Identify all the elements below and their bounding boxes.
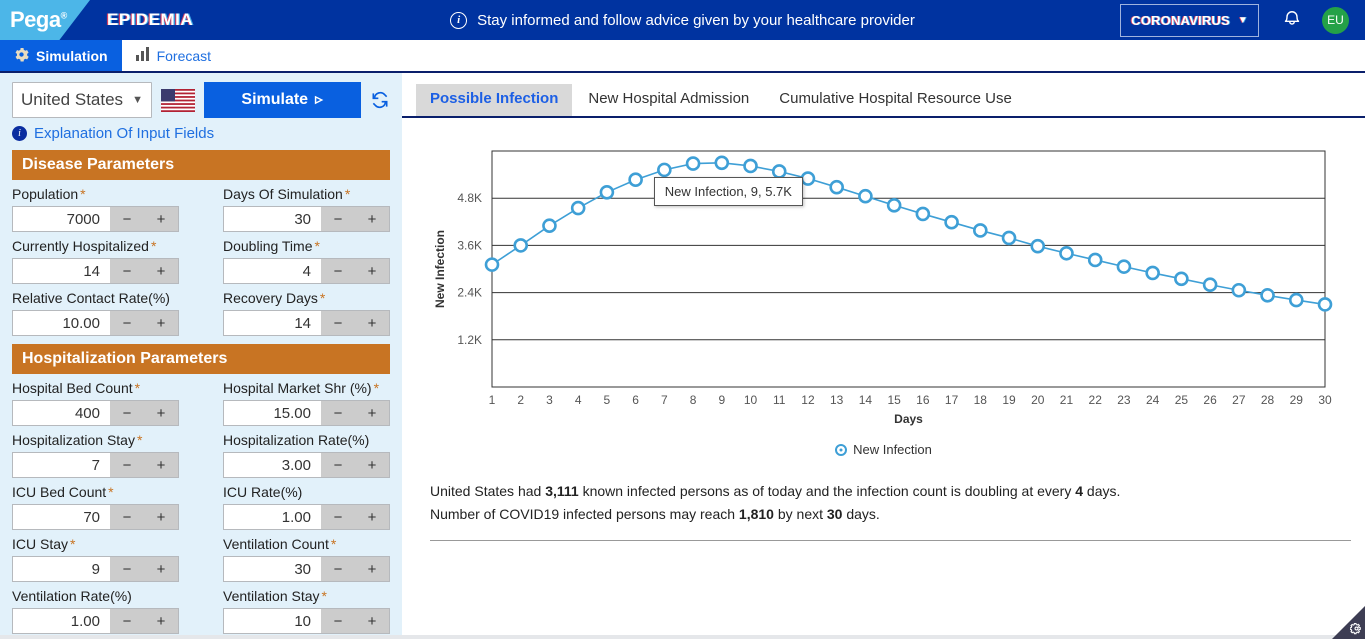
- svg-text:25: 25: [1175, 393, 1189, 407]
- svg-text:27: 27: [1232, 393, 1246, 407]
- svg-text:Days: Days: [894, 412, 923, 426]
- svg-text:8: 8: [690, 393, 697, 407]
- svg-text:15: 15: [887, 393, 901, 407]
- svg-text:26: 26: [1203, 393, 1217, 407]
- svg-text:21: 21: [1060, 393, 1074, 407]
- svg-text:4: 4: [575, 393, 582, 407]
- svg-text:23: 23: [1117, 393, 1131, 407]
- svg-text:19: 19: [1002, 393, 1016, 407]
- svg-text:New Infection: New Infection: [433, 230, 447, 308]
- svg-text:20: 20: [1031, 393, 1045, 407]
- svg-text:1: 1: [489, 393, 496, 407]
- svg-text:16: 16: [916, 393, 930, 407]
- svg-text:29: 29: [1290, 393, 1304, 407]
- svg-text:7: 7: [661, 393, 668, 407]
- svg-text:5: 5: [604, 393, 611, 407]
- svg-text:28: 28: [1261, 393, 1275, 407]
- svg-text:18: 18: [974, 393, 988, 407]
- svg-text:17: 17: [945, 393, 959, 407]
- svg-text:2.4K: 2.4K: [457, 286, 482, 300]
- svg-text:14: 14: [859, 393, 873, 407]
- svg-text:3.6K: 3.6K: [457, 238, 482, 252]
- svg-text:9: 9: [718, 393, 725, 407]
- svg-text:30: 30: [1318, 393, 1332, 407]
- svg-text:3: 3: [546, 393, 553, 407]
- svg-text:12: 12: [801, 393, 815, 407]
- svg-text:13: 13: [830, 393, 844, 407]
- svg-text:24: 24: [1146, 393, 1160, 407]
- svg-text:1.2K: 1.2K: [457, 333, 482, 347]
- svg-text:11: 11: [773, 393, 786, 407]
- svg-text:2: 2: [517, 393, 524, 407]
- svg-text:4.8K: 4.8K: [457, 191, 482, 205]
- svg-text:22: 22: [1089, 393, 1103, 407]
- svg-text:6: 6: [632, 393, 639, 407]
- svg-text:10: 10: [744, 393, 758, 407]
